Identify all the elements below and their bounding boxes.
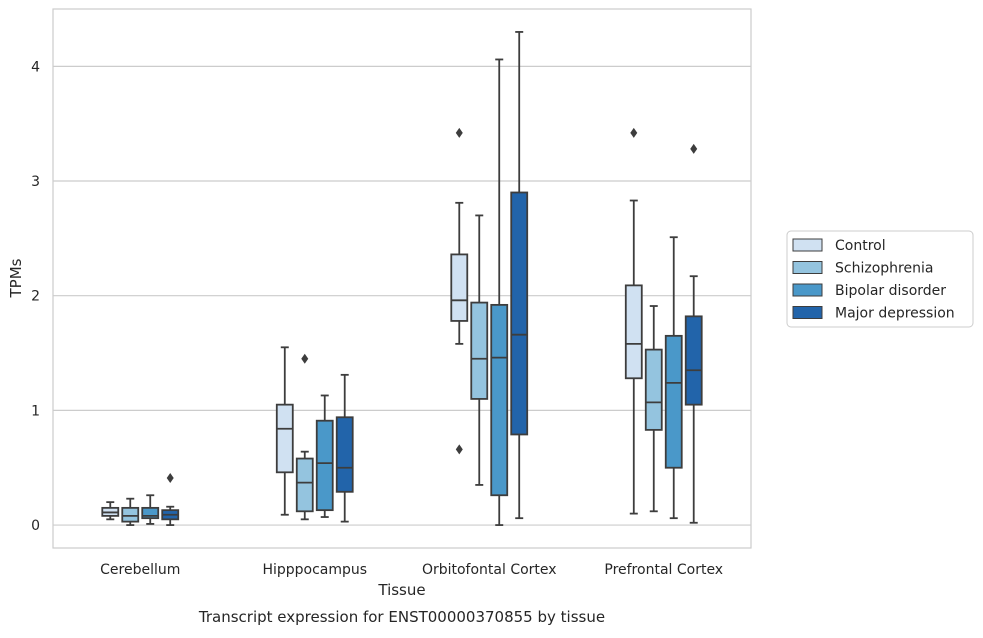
outlier-point xyxy=(166,473,174,484)
x-tick-label: Prefrontal Cortex xyxy=(604,562,723,578)
box-0-1 xyxy=(275,346,294,516)
box-2-2 xyxy=(490,58,509,526)
box-iqr xyxy=(684,315,703,406)
box-iqr xyxy=(470,301,489,400)
box-3-2 xyxy=(510,31,529,520)
y-tick-label: 3 xyxy=(31,174,40,190)
y-tick-labels: 0 1 2 3 4 xyxy=(31,59,40,534)
box-0-3 xyxy=(624,127,643,515)
box-0-0 xyxy=(101,501,120,521)
box-1-0 xyxy=(121,497,140,526)
box-iqr xyxy=(141,506,160,520)
box-iqr xyxy=(644,348,663,431)
legend-label: Bipolar disorder xyxy=(835,283,946,299)
box-iqr xyxy=(510,191,529,436)
outlier-point xyxy=(301,353,309,364)
y-tick-label: 4 xyxy=(31,59,40,75)
outlier-point xyxy=(630,127,638,138)
legend-label: Schizophrenia xyxy=(835,261,933,277)
gridlines xyxy=(53,65,751,526)
outlier-point xyxy=(455,444,463,455)
y-tick-label: 0 xyxy=(31,518,40,534)
box-iqr xyxy=(335,416,354,493)
outlier-point xyxy=(690,143,698,154)
legend-label: Major depression xyxy=(835,306,955,322)
x-tick-labels: Cerebellum Hipppocampus Orbitofontal Corte… xyxy=(100,562,723,578)
box-iqr xyxy=(450,253,469,322)
box-3-1 xyxy=(335,373,354,523)
x-tick-label: Orbitofontal Cortex xyxy=(422,562,557,578)
box-1-2 xyxy=(470,214,489,486)
box-iqr xyxy=(275,403,294,474)
box-iqr xyxy=(664,334,683,469)
legend-swatch xyxy=(792,283,823,297)
box-2-1 xyxy=(315,394,334,518)
box-3-0 xyxy=(161,473,180,526)
x-axis-label: Tissue xyxy=(377,581,425,599)
box-iqr xyxy=(490,303,509,497)
box-2-0 xyxy=(141,494,160,525)
plot-frame xyxy=(52,8,752,549)
box-2-3 xyxy=(664,236,683,520)
x-tick-label: Cerebellum xyxy=(100,562,180,578)
legend-frame xyxy=(786,230,974,328)
box-iqr xyxy=(315,419,334,512)
legend-swatch xyxy=(792,306,823,319)
legend: Control Schizophrenia Bipolar disorder Majo… xyxy=(786,230,974,328)
legend-label: Control xyxy=(835,238,886,254)
box-1-1 xyxy=(295,353,314,521)
chart-caption: Transcript expression for ENST0000037085… xyxy=(198,608,605,626)
legend-swatch xyxy=(792,261,823,274)
y-tick-label: 2 xyxy=(31,289,40,305)
box-0-2 xyxy=(450,127,469,455)
legend-swatch xyxy=(792,238,823,252)
boxes xyxy=(101,31,703,526)
box-iqr xyxy=(624,284,643,380)
box-iqr xyxy=(295,457,314,513)
box-iqr xyxy=(121,506,140,523)
y-tick-label: 1 xyxy=(31,403,40,419)
box-1-3 xyxy=(644,305,663,513)
x-tick-label: Hipppocampus xyxy=(262,562,367,578)
box-3-3 xyxy=(684,143,703,524)
outlier-point xyxy=(455,127,463,138)
y-axis-label: TPMs xyxy=(7,258,25,298)
